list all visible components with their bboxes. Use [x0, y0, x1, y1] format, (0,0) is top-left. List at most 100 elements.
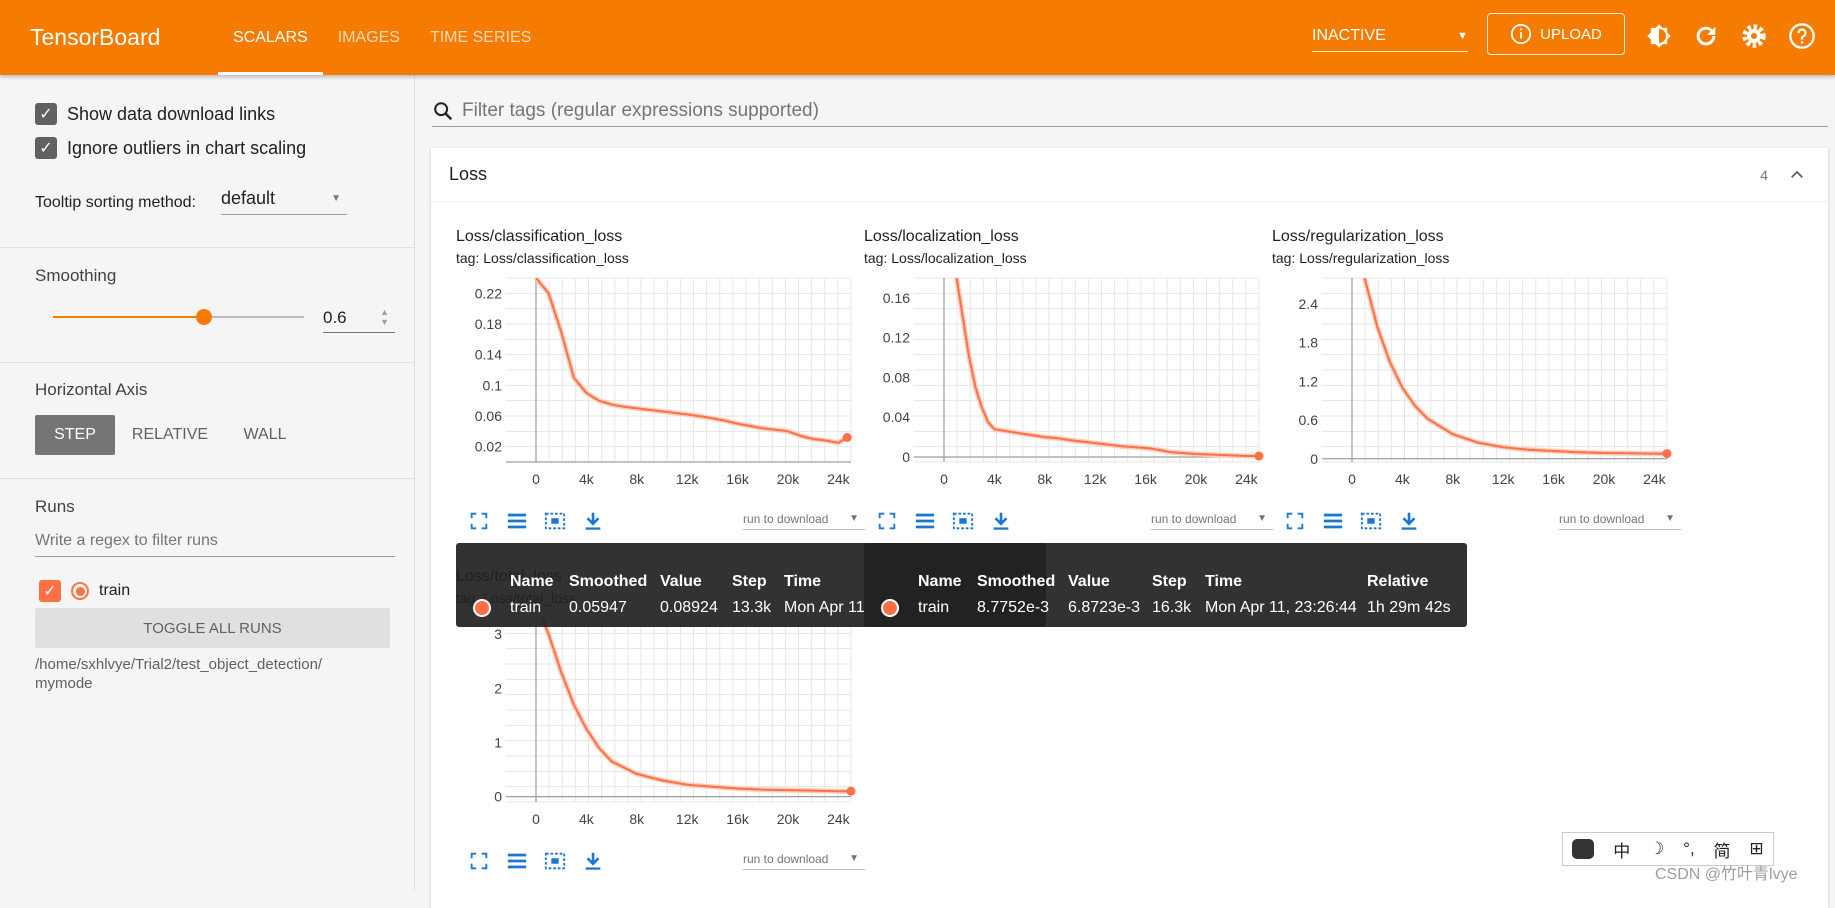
run-to-download-label: run to download	[743, 852, 829, 866]
download-icon[interactable]	[582, 850, 604, 872]
x-tick-label: 8k	[629, 471, 645, 487]
download-icon[interactable]	[1398, 510, 1420, 532]
runs-filter-input[interactable]: Write a regex to filter runs	[35, 525, 395, 557]
series-line-train	[955, 278, 1259, 457]
grid-menu-icon[interactable]: ⊞	[1749, 839, 1764, 858]
run-to-download-select[interactable]: run to download ▼	[743, 512, 865, 530]
fullscreen-icon[interactable]	[1284, 510, 1306, 532]
fit-domain-icon[interactable]	[544, 850, 566, 872]
chart-plot[interactable]: 0 4k 8k 12k 16k 20k 24k 0 1 2 3	[456, 610, 856, 850]
x-tick-label: 20k	[777, 811, 801, 827]
run-row-train[interactable]: ✓ train	[39, 580, 130, 602]
sidebar: ✓ Show data download links ✓ Ignore outl…	[0, 75, 415, 891]
upload-label: UPLOAD	[1540, 25, 1602, 43]
smoothing-slider-thumb[interactable]	[195, 309, 212, 325]
chart-plot[interactable]: 0 4k 8k 12k 16k 20k 24k 0 0.04 0.08 0.12 0.16	[864, 270, 1264, 510]
fit-domain-icon[interactable]	[544, 510, 566, 532]
x-tick-label: 20k	[1593, 471, 1617, 487]
chart-plot[interactable]: 0 4k 8k 12k 16k 20k 24k 0.02 0.06 0.1 0.14 0.18 0.22	[456, 270, 856, 510]
tooltip-cell: train	[918, 599, 950, 616]
toggle-all-runs-button[interactable]: TOGGLE ALL RUNS	[35, 608, 390, 648]
tooltip-header: Value	[660, 573, 702, 590]
y-tick-label: 2	[494, 680, 502, 696]
show-download-links-checkbox[interactable]: ✓ Show data download links	[35, 103, 275, 125]
list-icon[interactable]	[506, 850, 528, 872]
tooltip-header: Step	[732, 573, 767, 590]
run-to-download-select[interactable]: run to download ▼	[1559, 512, 1681, 530]
ime-logo-icon[interactable]	[1572, 839, 1595, 859]
run-checkbox-icon[interactable]: ✓	[39, 580, 61, 602]
fit-domain-icon[interactable]	[952, 510, 974, 532]
chart-title: Loss/localization_loss	[864, 228, 1019, 245]
run-status-select[interactable]: INACTIVE ▼	[1312, 20, 1468, 52]
watermark: CSDN @竹叶青lvye	[1655, 866, 1798, 883]
chart-tag: tag: Loss/localization_loss	[864, 250, 1027, 266]
y-tick-label: 0.1	[483, 377, 503, 393]
series-raw-line	[1362, 278, 1667, 457]
punctuation-icon[interactable]: °,	[1683, 839, 1695, 858]
series-color-dot	[473, 599, 491, 617]
fullscreen-icon[interactable]	[468, 850, 490, 872]
tooltip-cell: Mon Apr 11, 23:26:44	[1205, 599, 1357, 616]
smoothing-input[interactable]: 0.6 ▲ ▼	[323, 303, 395, 333]
tooltip-sorting-select[interactable]: default ▼	[221, 183, 347, 215]
chart-toolbar: run to download ▼	[468, 510, 865, 534]
list-icon[interactable]	[506, 510, 528, 532]
download-icon[interactable]	[582, 510, 604, 532]
chart-toolbar: run to download ▼	[876, 510, 1273, 534]
smoothing-value: 0.6	[323, 307, 347, 327]
y-tick-label: 0.22	[475, 285, 502, 301]
settings-gear-icon[interactable]	[1740, 22, 1768, 50]
chart-plot[interactable]: 0 4k 8k 12k 16k 20k 24k 0 0.6 1.2 1.8 2.4	[1272, 270, 1672, 510]
chevron-down-icon: ▼	[1457, 29, 1468, 42]
ignore-outliers-checkbox[interactable]: ✓ Ignore outliers in chart scaling	[35, 137, 306, 159]
x-tick-label: 8k	[1037, 471, 1053, 487]
tooltip-header: Step	[1152, 573, 1187, 590]
axis-relative-button[interactable]: RELATIVE	[131, 426, 209, 443]
series-end-point	[846, 786, 856, 796]
axis-wall-button[interactable]: WALL	[243, 426, 287, 443]
smoothing-slider[interactable]	[53, 309, 304, 325]
run-to-download-select[interactable]: run to download ▼	[1151, 512, 1273, 530]
tooltip-cell: 1h 29m 42s	[1367, 599, 1451, 616]
fit-domain-icon[interactable]	[1360, 510, 1382, 532]
tab-time-series[interactable]: TIME SERIES	[429, 28, 532, 46]
stepper-icon[interactable]: ▲ ▼	[380, 307, 389, 327]
run-radio-icon[interactable]	[71, 582, 89, 600]
chevron-down-icon: ▼	[849, 853, 859, 864]
smoothing-label: Smoothing	[35, 266, 117, 285]
list-icon[interactable]	[1322, 510, 1344, 532]
x-tick-label: 24k	[1643, 471, 1667, 487]
upload-button[interactable]: UPLOAD	[1487, 13, 1625, 55]
tab-scalars[interactable]: SCALARS	[218, 0, 323, 75]
fullscreen-icon[interactable]	[876, 510, 898, 532]
run-to-download-select[interactable]: run to download ▼	[743, 852, 865, 870]
horizontal-axis-label: Horizontal Axis	[35, 380, 148, 399]
axis-step-button[interactable]: STEP	[35, 415, 115, 455]
x-tick-label: 8k	[1445, 471, 1461, 487]
help-icon[interactable]	[1788, 22, 1816, 50]
list-icon[interactable]	[914, 510, 936, 532]
chart-2: Loss/localization_loss tag: Loss/localiza…	[864, 228, 1273, 530]
run-to-download-label: run to download	[1559, 512, 1645, 526]
x-tick-label: 0	[940, 471, 948, 487]
theme-toggle-icon[interactable]	[1645, 22, 1673, 50]
tooltip-cell: 16.3k	[1152, 599, 1192, 616]
series-end-point	[1662, 449, 1672, 459]
chevron-up-icon[interactable]	[1788, 166, 1806, 184]
x-tick-label: 20k	[777, 471, 801, 487]
refresh-icon[interactable]	[1692, 22, 1720, 50]
ime-simplified-toggle[interactable]: 简	[1713, 841, 1731, 861]
card-count: 4	[1760, 166, 1768, 183]
tag-filter-input[interactable]: Filter tags (regular expressions support…	[432, 95, 1828, 127]
tab-images[interactable]: IMAGES	[337, 28, 400, 46]
loss-card-header[interactable]: Loss 4	[431, 148, 1828, 202]
ime-language-toggle[interactable]: 中	[1613, 841, 1631, 861]
x-tick-label: 24k	[1235, 471, 1259, 487]
chart-1: Loss/classification_loss tag: Loss/classi…	[456, 228, 865, 530]
ime-toolbar[interactable]: 中 ☽ °, 简 ⊞	[1562, 832, 1774, 866]
series-line-train	[541, 618, 851, 793]
fullscreen-icon[interactable]	[468, 510, 490, 532]
moon-icon[interactable]: ☽	[1649, 839, 1665, 858]
download-icon[interactable]	[990, 510, 1012, 532]
